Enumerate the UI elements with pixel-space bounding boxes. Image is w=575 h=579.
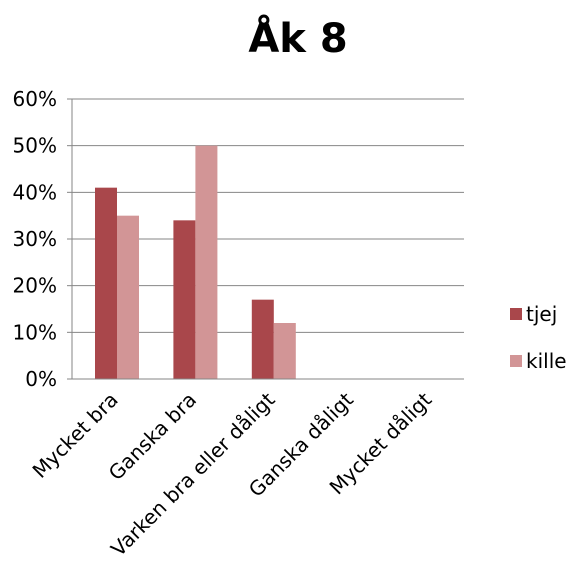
y-tick-label: 30%: [13, 227, 57, 251]
bar-tjej: [95, 187, 117, 379]
bar-tjej: [251, 299, 274, 379]
legend-swatch-tjej: [510, 308, 522, 320]
axes: [71, 99, 464, 380]
y-tick-label: 40%: [13, 180, 57, 204]
legend-label-kille: kille: [526, 349, 567, 373]
y-tick-label: 50%: [13, 134, 57, 158]
bar-kille: [273, 323, 296, 379]
bar-kille: [117, 215, 139, 379]
y-tick-label: 20%: [13, 274, 57, 298]
y-tick-label: 60%: [13, 87, 57, 111]
bar-kille: [195, 145, 218, 379]
legend-swatch-kille: [510, 355, 522, 367]
legend-label-tjej: tjej: [526, 302, 557, 326]
bar-tjej: [173, 220, 196, 379]
y-axis-ticks: 0% 10% 20% 30% 40% 50% 60%: [13, 87, 72, 391]
bars: [95, 145, 296, 379]
y-tick-label: 10%: [13, 320, 57, 344]
legend: tjej kille: [510, 302, 567, 373]
chart-title: Åk 8: [248, 13, 347, 62]
y-tick-label: 0%: [25, 367, 57, 391]
